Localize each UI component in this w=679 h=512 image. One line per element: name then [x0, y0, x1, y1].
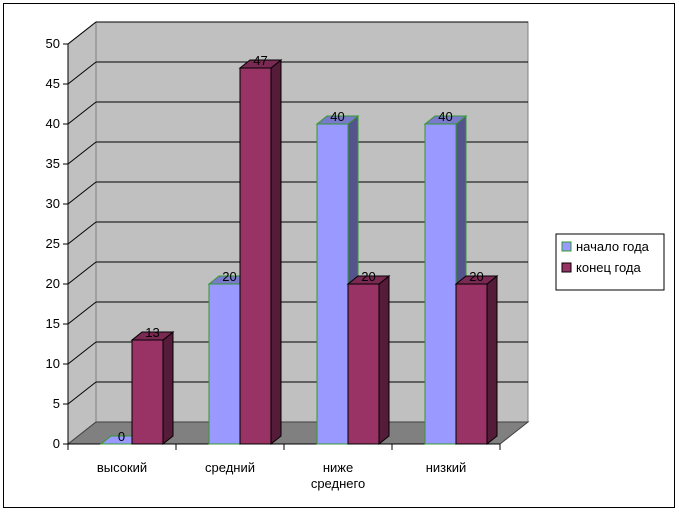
gridline-side: [67, 221, 97, 245]
data-label: 20: [469, 269, 483, 284]
bar-start-2: [316, 123, 349, 445]
x-tick-label: высокий: [97, 460, 147, 475]
x-tick-label: среднего: [311, 476, 365, 491]
bar-end-0-side: [162, 330, 174, 446]
gridline-side: [67, 341, 97, 365]
legend-entry-1: конец года: [576, 260, 642, 275]
bar-end-2: [347, 283, 380, 445]
bar-start-3: [424, 123, 457, 445]
gridline-side: [67, 141, 97, 165]
y-tick-label: 30: [46, 196, 60, 211]
y-tick-label: 25: [46, 236, 60, 251]
data-label: 40: [438, 109, 452, 124]
y-tick-label: 20: [46, 276, 60, 291]
legend-box: [555, 233, 665, 291]
x-tick-label: низкий: [426, 460, 467, 475]
bar-end-3-side: [486, 274, 498, 446]
gridline-side: [67, 101, 97, 125]
gridline-side: [67, 61, 97, 85]
y-tick-label: 5: [53, 396, 60, 411]
bar-end-3: [455, 283, 488, 445]
gridline-side: [67, 21, 97, 45]
gridline-side: [67, 181, 97, 205]
y-tick-label: 0: [53, 436, 60, 451]
data-label: 20: [222, 269, 236, 284]
data-label: 13: [145, 325, 159, 340]
y-tick-label: 45: [46, 76, 60, 91]
y-tick-label: 40: [46, 116, 60, 131]
bar-start-1: [208, 283, 241, 445]
data-label: 47: [253, 53, 267, 68]
legend-swatch-1: [561, 262, 572, 273]
bar-end-0: [131, 339, 164, 445]
y-tick-label: 15: [46, 316, 60, 331]
y-tick-label: 10: [46, 356, 60, 371]
legend-entry-0: начало года: [576, 239, 650, 254]
legend-swatch-0: [561, 241, 572, 252]
gridline-side: [67, 261, 97, 285]
data-label: 40: [330, 109, 344, 124]
y-tick-label: 35: [46, 156, 60, 171]
gridline-side: [67, 381, 97, 405]
gridline-side: [67, 301, 97, 325]
data-label: 0: [118, 429, 125, 444]
data-label: 20: [361, 269, 375, 284]
bar-end-2-side: [378, 274, 390, 446]
y-tick-label: 50: [46, 36, 60, 51]
bar-end-1-side: [270, 58, 282, 446]
x-tick-label: средний: [205, 460, 255, 475]
x-tick-label: ниже: [323, 460, 353, 475]
bar-end-1: [239, 67, 272, 445]
